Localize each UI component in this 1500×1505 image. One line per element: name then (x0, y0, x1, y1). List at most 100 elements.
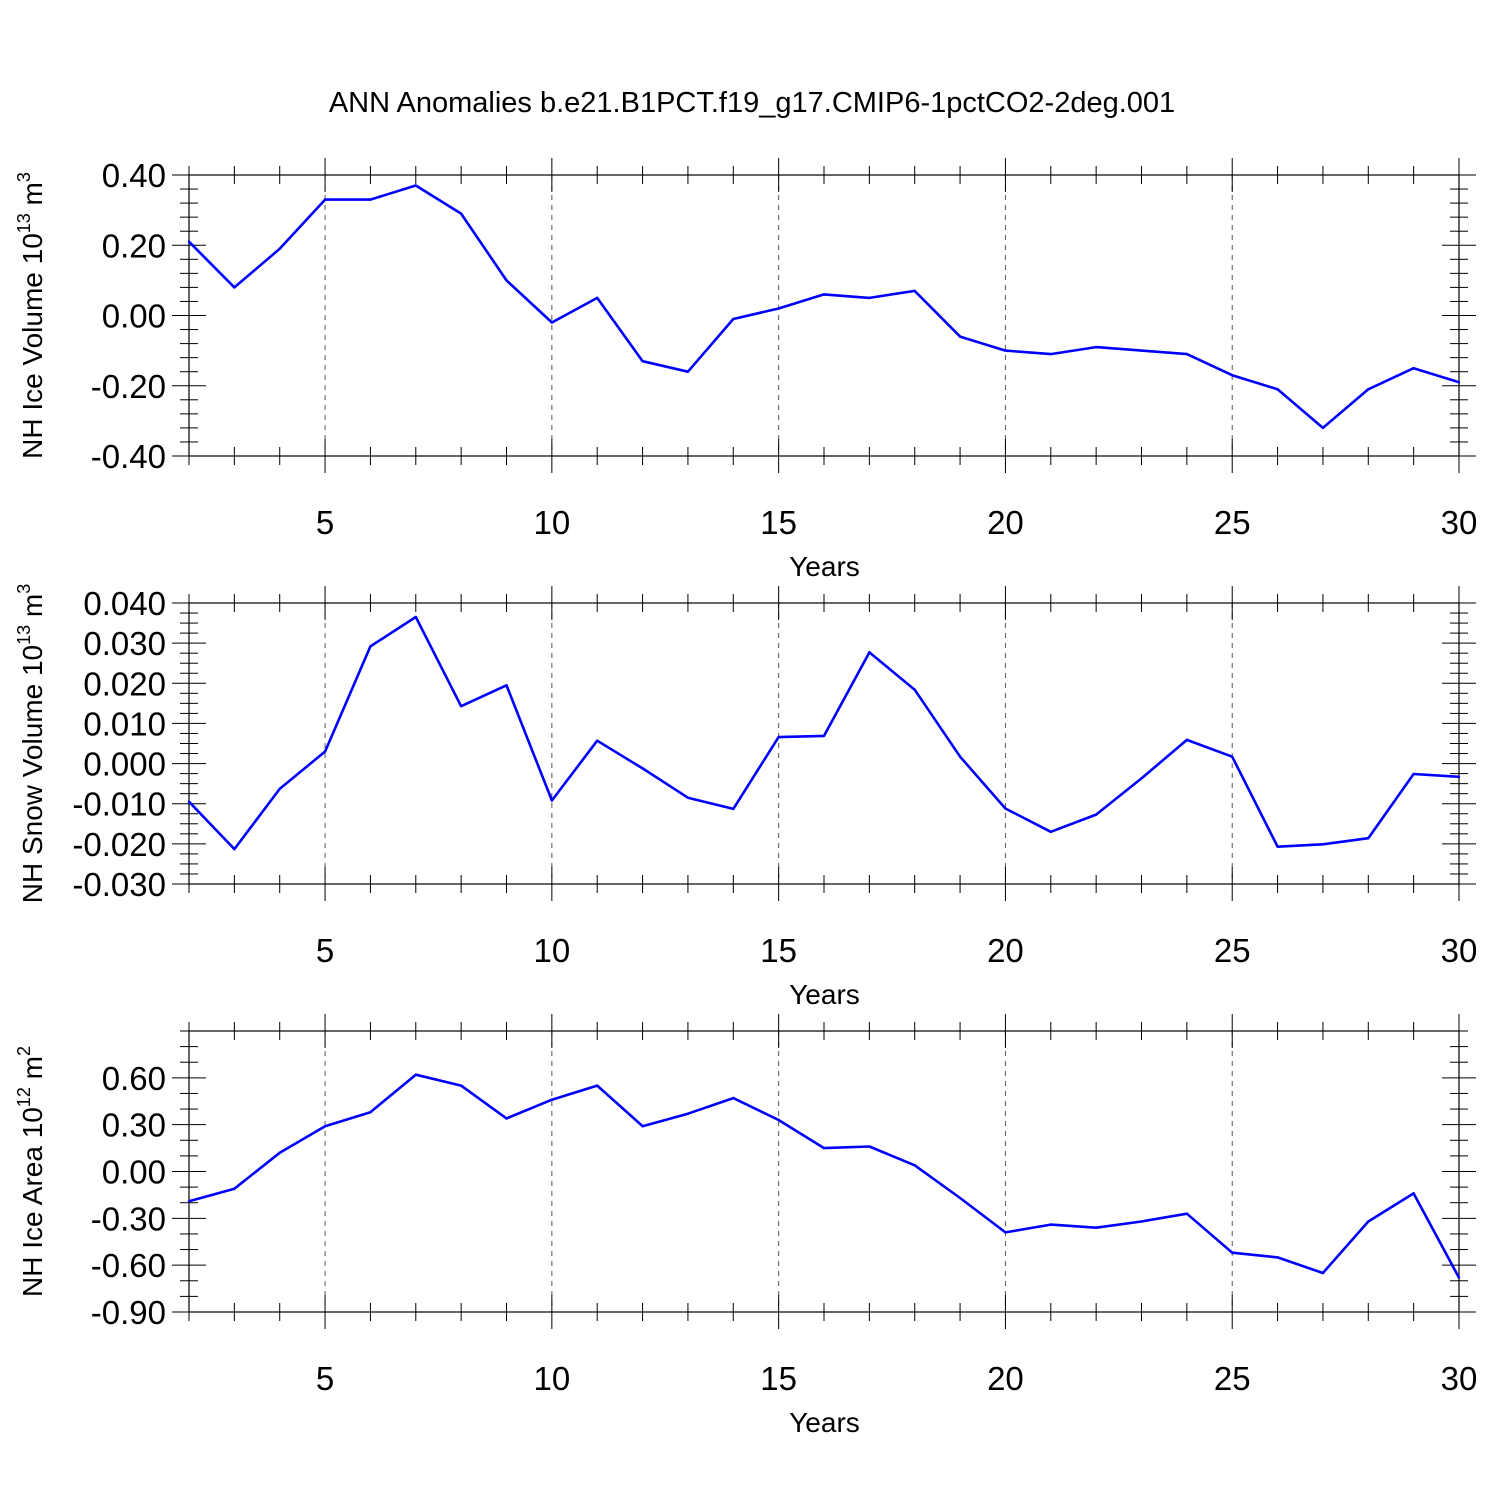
panel-2-data-point (913, 688, 916, 691)
panel-3-data-point (1185, 1212, 1189, 1215)
panel-2-data-point (686, 796, 690, 799)
panel-2-data-point (187, 800, 191, 803)
panel-3-data-point (323, 1125, 327, 1128)
panel-2-x-tick-label: 20 (987, 932, 1024, 969)
panel-3-y-tick-label: 0.60 (102, 1060, 166, 1097)
panel-2-y-tick-label: 0.020 (83, 665, 166, 702)
panel-2-y-tick-label: 0.040 (83, 585, 166, 622)
panel-2-data-point (1094, 813, 1098, 816)
panel-1: -0.40 -0.20 0.00 0.20 0.40 5 10 15 20 25 30 Years NH… (14, 157, 1477, 582)
panel-3-x-axis-label: Years (789, 1407, 860, 1438)
panel-2-data-point (822, 734, 826, 738)
panel-3-data-point (278, 1151, 281, 1154)
panel-1-data-point (1321, 426, 1325, 430)
panel-1-y-axis-label-part: NH Ice Volume 10 (17, 233, 48, 459)
panel-2-y-tick-label: -0.020 (72, 826, 166, 863)
panel-3-y-axis-label-part: 12 (14, 1087, 34, 1107)
panel-2-x-tick-label: 25 (1214, 932, 1251, 969)
panel-2-x-axis-label: Years (789, 979, 860, 1010)
panel-1-data-point (1457, 381, 1461, 384)
panel-1-data-point (913, 289, 916, 293)
panel-1-data-point (1276, 388, 1279, 391)
panel-1-data-point (596, 296, 599, 300)
panel-1-data-point (1412, 366, 1415, 370)
panel-3-y-tick-label: 0.00 (102, 1154, 166, 1191)
panel-3-data-point (414, 1073, 417, 1076)
panel-3-data-point (1457, 1276, 1461, 1279)
panel-3-data-point (1004, 1231, 1007, 1234)
panel-2-y-axis-label: NH Snow Volume 1013 m3 (14, 584, 48, 904)
panel-3-y-tick-label: -0.90 (91, 1294, 166, 1331)
panel-2-data-point (1049, 830, 1052, 834)
panel-2-data-point (641, 767, 644, 770)
panel-1-y-axis-label-part: 3 (14, 172, 34, 182)
panel-1-data-point (732, 317, 735, 321)
panel-3-data-point (369, 1110, 372, 1114)
panel-3-y-tick-label: -0.30 (91, 1200, 166, 1237)
panel-2-data-point (323, 750, 327, 753)
panel-3-data-point (1094, 1226, 1098, 1229)
panel-2-data-point (414, 615, 417, 619)
panel-3-data-point (1412, 1192, 1415, 1195)
panel-1-data-point (1049, 352, 1052, 356)
panel-2-y-tick-label: -0.030 (72, 866, 166, 903)
panel-2-data-point (233, 847, 236, 851)
panel-2-y-tick-label: 0.030 (83, 625, 166, 662)
panel-2-data-point (278, 787, 281, 791)
panel-2-y-tick-label: 0.000 (83, 746, 166, 783)
panel-3-x-tick-label: 20 (987, 1360, 1024, 1397)
panel-1-x-tick-label: 30 (1441, 504, 1478, 541)
panel-2-data-point (777, 735, 780, 739)
panel-3-data-point (913, 1164, 916, 1167)
panel-3-y-tick-label: -0.60 (91, 1247, 166, 1284)
panel-3-data-point (1321, 1271, 1325, 1275)
panel-3-x-tick-label: 30 (1441, 1360, 1478, 1397)
panel-3-data-point (550, 1098, 554, 1101)
panel-2-data-point (1367, 837, 1370, 840)
panel-3-y-tick-label: 0.30 (102, 1107, 166, 1144)
panel-2-y-axis-label-part: 3 (14, 584, 34, 594)
panel-2-data-point (1231, 755, 1234, 758)
panel-1-data-point (1094, 345, 1098, 349)
panel-2-data-point (1321, 843, 1325, 846)
panel-1-data-point (822, 293, 826, 296)
panel-1-y-axis-label-part: 13 (14, 213, 34, 233)
panel-1-data-point (1004, 349, 1007, 352)
panel-3-data-point (1231, 1251, 1234, 1254)
panel-1-x-tick-label: 20 (987, 504, 1024, 541)
panel-1-y-tick-label: 0.40 (102, 157, 166, 194)
panel-1-x-axis-label: Years (789, 551, 860, 582)
panel-2-x-tick-label: 15 (760, 932, 797, 969)
panel-3-x-tick-label: 5 (316, 1360, 334, 1397)
panel-3-data-point (822, 1146, 826, 1150)
panel-2-y-tick-label: 0.010 (83, 705, 166, 742)
panel-1-data-point (414, 184, 417, 187)
panel-1-plot-frame (188, 174, 1460, 457)
panel-2-series-line (188, 615, 1460, 851)
panel-1-data-point (1185, 352, 1189, 356)
panel-3-data-point (505, 1117, 508, 1120)
panel-3-data-point (777, 1118, 780, 1122)
panel-3-data-point (641, 1125, 644, 1128)
panel-1-y-tick-label: 0.00 (102, 298, 166, 335)
panel-1-data-point (505, 279, 508, 282)
panel-3-x-tick-label: 10 (533, 1360, 570, 1397)
panel-3-x-tick-label: 25 (1214, 1360, 1251, 1397)
panel-2-y-tick-label: -0.010 (72, 786, 166, 823)
panel-1-data-point (686, 370, 690, 373)
panel-2-data-point (505, 684, 508, 687)
panel-1-data-point (958, 335, 962, 338)
panel-1-x-tick-label: 5 (316, 504, 334, 541)
panel-3-data-point (596, 1084, 599, 1087)
panel-1-data-point (550, 321, 554, 324)
panel-2-data-point (459, 704, 463, 708)
panel-3-data-point (732, 1096, 735, 1100)
panel-1-y-tick-label: 0.20 (102, 227, 166, 264)
panel-1-data-point (641, 359, 644, 363)
panel-3-y-axis-label-part: m (17, 1056, 48, 1087)
panel-2-y-axis-label-part: 13 (14, 625, 34, 645)
panel-3-data-point (1049, 1223, 1052, 1226)
